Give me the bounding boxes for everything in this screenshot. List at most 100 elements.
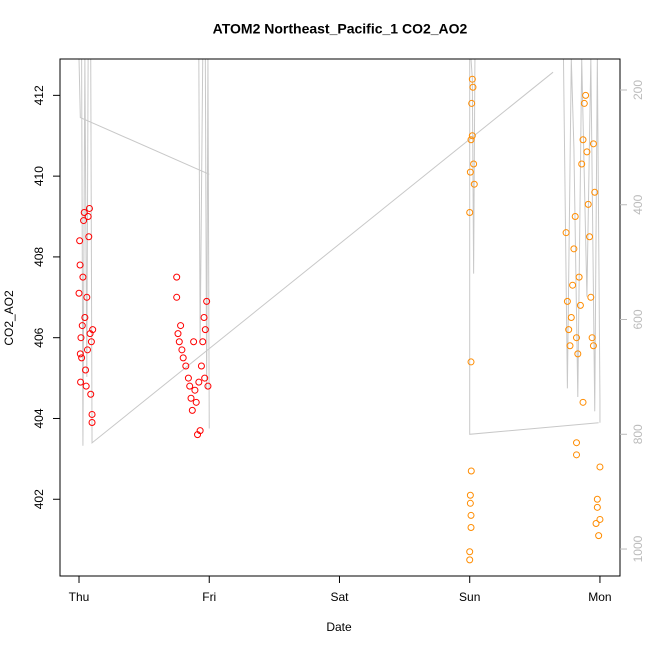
point bbox=[197, 362, 205, 370]
x-axis-label: Date bbox=[326, 620, 352, 634]
chart-title: ATOM2 Northeast_Pacific_1 CO2_AO2 bbox=[213, 21, 468, 37]
point bbox=[184, 374, 192, 382]
pressure-line bbox=[562, 59, 601, 423]
point bbox=[584, 200, 592, 208]
point bbox=[191, 386, 199, 394]
point bbox=[178, 346, 186, 354]
plot-box bbox=[59, 58, 621, 577]
point bbox=[80, 217, 88, 225]
point bbox=[201, 326, 209, 334]
point bbox=[569, 281, 577, 289]
point bbox=[578, 160, 586, 168]
y2-tick-label: 800 bbox=[631, 424, 645, 444]
y2-tick-label: 1000 bbox=[631, 535, 645, 562]
point bbox=[79, 273, 87, 281]
point bbox=[87, 390, 95, 398]
point bbox=[593, 495, 601, 503]
point bbox=[466, 168, 474, 176]
point bbox=[583, 148, 591, 156]
point bbox=[467, 358, 475, 366]
y2-tick-label: 400 bbox=[631, 194, 645, 214]
point bbox=[200, 314, 208, 321]
point bbox=[83, 293, 91, 301]
point bbox=[467, 524, 475, 532]
point bbox=[573, 451, 581, 459]
point bbox=[195, 378, 203, 386]
point bbox=[592, 519, 600, 527]
point bbox=[82, 382, 90, 390]
point bbox=[76, 237, 84, 245]
point bbox=[77, 378, 85, 386]
x-tick-label: Fri bbox=[202, 590, 216, 604]
point bbox=[566, 342, 574, 350]
plot-area bbox=[75, 59, 604, 564]
point bbox=[591, 188, 599, 196]
point bbox=[76, 261, 84, 269]
point bbox=[179, 354, 187, 362]
point bbox=[196, 427, 204, 435]
point bbox=[573, 334, 581, 342]
point bbox=[174, 330, 182, 338]
point bbox=[589, 140, 597, 148]
point bbox=[588, 334, 596, 342]
point bbox=[82, 366, 90, 374]
point bbox=[85, 233, 93, 241]
point bbox=[563, 297, 571, 305]
point bbox=[80, 208, 88, 216]
point bbox=[85, 204, 93, 212]
point bbox=[87, 338, 95, 346]
point bbox=[576, 301, 584, 309]
x-tick-label: Sat bbox=[330, 590, 349, 604]
point bbox=[582, 91, 590, 99]
point bbox=[203, 297, 211, 305]
point bbox=[567, 314, 575, 321]
point bbox=[78, 322, 86, 330]
x-tick-label: Sun bbox=[459, 590, 480, 604]
point bbox=[190, 338, 198, 346]
point bbox=[177, 322, 185, 330]
y-axis-label: CO2_AO2 bbox=[2, 290, 16, 346]
point bbox=[587, 293, 595, 301]
y-tick-label: 406 bbox=[32, 327, 46, 347]
point bbox=[595, 532, 603, 540]
point bbox=[89, 326, 97, 334]
pressure-line bbox=[469, 59, 599, 435]
x-tick-label: Thu bbox=[69, 590, 90, 604]
y-tick-label: 412 bbox=[32, 85, 46, 105]
y-tick-label: 402 bbox=[32, 489, 46, 509]
point bbox=[574, 350, 582, 358]
y2-tick-label: 200 bbox=[631, 80, 645, 100]
pressure-line bbox=[81, 59, 554, 446]
point bbox=[83, 346, 91, 354]
point bbox=[84, 213, 92, 221]
point bbox=[75, 289, 83, 297]
point bbox=[88, 419, 96, 427]
point bbox=[579, 136, 587, 144]
point bbox=[468, 75, 476, 83]
point bbox=[78, 354, 86, 362]
x-tick-label: Mon bbox=[588, 590, 611, 604]
point bbox=[467, 511, 475, 519]
point bbox=[186, 382, 194, 390]
point bbox=[182, 362, 190, 370]
point bbox=[570, 245, 578, 253]
point bbox=[586, 233, 594, 241]
point bbox=[593, 503, 601, 511]
point bbox=[565, 326, 573, 334]
point bbox=[466, 556, 474, 564]
point bbox=[199, 338, 207, 346]
point bbox=[201, 374, 209, 382]
point bbox=[77, 334, 85, 342]
point bbox=[187, 394, 195, 402]
point bbox=[573, 439, 581, 447]
y-tick-label: 410 bbox=[32, 166, 46, 186]
point bbox=[466, 499, 474, 507]
point bbox=[466, 208, 474, 216]
point bbox=[596, 463, 604, 471]
point bbox=[589, 342, 597, 350]
point bbox=[466, 548, 474, 556]
pressure-line bbox=[78, 59, 210, 175]
point bbox=[204, 382, 212, 390]
point bbox=[466, 491, 474, 499]
